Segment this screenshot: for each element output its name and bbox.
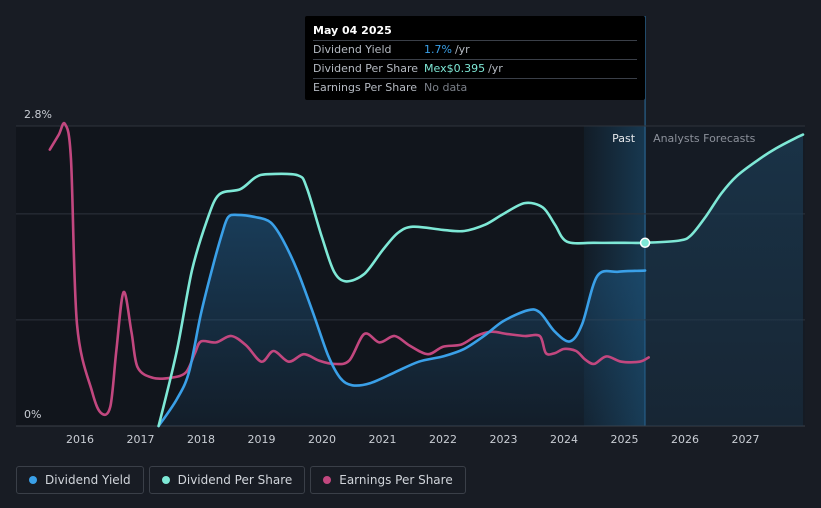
legend-label: Earnings Per Share: [339, 473, 453, 487]
earnings-per-share-line: [48, 121, 650, 417]
legend-item-dividend-per-share[interactable]: Dividend Per Share: [148, 466, 306, 494]
tooltip-value: Mex$0.395: [424, 62, 486, 75]
y-tick-label: 0%: [24, 408, 41, 421]
x-tick-label: 2021: [369, 433, 397, 446]
x-tick-label: 2017: [127, 433, 155, 446]
dividend-per-share-line: [157, 133, 805, 428]
tooltip-row-dividend-yield: Dividend Yield 1.7% /yr: [313, 41, 637, 60]
legend-item-dividend-yield[interactable]: Dividend Yield: [16, 466, 144, 494]
hover-tooltip: May 04 2025 Dividend Yield 1.7% /yr Divi…: [305, 16, 645, 100]
x-tick-label: 2016: [66, 433, 94, 446]
legend-dot: [323, 476, 332, 484]
dividend-yield-line: [157, 213, 647, 428]
forecast-area: [645, 134, 803, 426]
tooltip-label: Dividend Yield: [313, 43, 392, 56]
tooltip-unit: /yr: [454, 43, 470, 56]
tooltip-label: Earnings Per Share: [313, 81, 418, 94]
x-tick-label: 2026: [671, 433, 699, 446]
hover-marker: [639, 237, 651, 249]
x-tick-label: 2022: [429, 433, 457, 446]
x-tick-label: 2025: [611, 433, 639, 446]
chart-legend: Dividend Yield Dividend Per Share Earnin…: [16, 466, 466, 494]
x-tick-label: 2024: [550, 433, 578, 446]
legend-label: Dividend Yield: [45, 473, 131, 487]
legend-item-earnings-per-share[interactable]: Earnings Per Share: [310, 466, 466, 494]
tooltip-row-dividend-per-share: Dividend Per Share Mex$0.395 /yr: [313, 60, 637, 79]
x-tick-label: 2023: [490, 433, 518, 446]
legend-label: Dividend Per Share: [177, 473, 293, 487]
forecast-label: Analysts Forecasts: [653, 132, 756, 145]
x-tick-label: 2020: [308, 433, 336, 446]
x-tick-label: 2018: [187, 433, 215, 446]
tooltip-date: May 04 2025: [313, 22, 637, 41]
y-tick-label: 2.8%: [24, 108, 52, 121]
past-label: Past: [612, 132, 636, 145]
tooltip-label: Dividend Per Share: [313, 62, 419, 75]
x-tick-label: 2019: [248, 433, 276, 446]
tooltip-unit: /yr: [488, 62, 503, 75]
dividend-yield-area: [158, 214, 646, 426]
tooltip-value: No data: [424, 81, 468, 94]
tooltip-value: 1.7%: [424, 43, 452, 56]
tooltip-row-earnings-per-share: Earnings Per Share No data: [313, 79, 637, 97]
legend-dot: [29, 476, 37, 484]
legend-dot: [161, 476, 170, 484]
x-tick-label: 2027: [732, 433, 760, 446]
